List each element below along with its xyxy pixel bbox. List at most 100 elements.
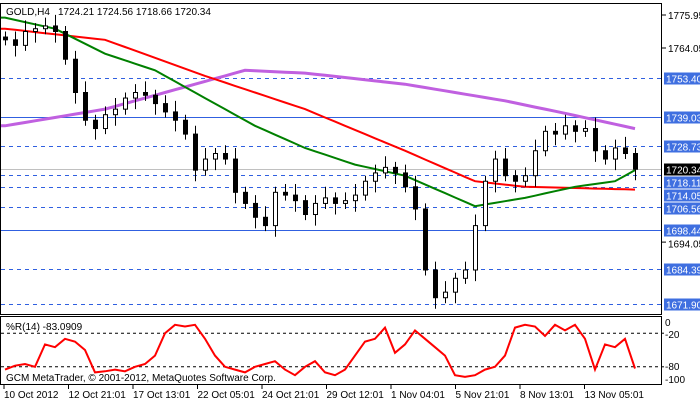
bear-candle bbox=[503, 158, 508, 177]
level-label: 1753.40 bbox=[666, 75, 700, 86]
bear-candle bbox=[603, 150, 608, 160]
bull-candle bbox=[463, 269, 468, 279]
bull-candle bbox=[453, 277, 458, 293]
bear-candle bbox=[433, 269, 438, 299]
current-price-label: 1720.34 bbox=[666, 166, 700, 177]
time-label: 5 Nov 21:01 bbox=[456, 390, 510, 401]
current-price-label-bg bbox=[664, 163, 700, 176]
bear-candle bbox=[183, 119, 188, 135]
bull-candle bbox=[363, 180, 368, 196]
price-tick-label: 1764.05 bbox=[668, 44, 700, 55]
time-label: 24 Oct 21:01 bbox=[262, 390, 320, 401]
bear-candle bbox=[193, 133, 198, 171]
bull-candle bbox=[343, 200, 348, 204]
bear-candle bbox=[233, 158, 238, 193]
bear-candle bbox=[633, 153, 638, 170]
bear-candle bbox=[3, 36, 8, 41]
ma-mid-line bbox=[1, 27, 636, 191]
bull-candle bbox=[203, 158, 208, 171]
bull-candle bbox=[113, 108, 118, 116]
time-label: 29 Oct 12:01 bbox=[327, 390, 385, 401]
bull-candle bbox=[33, 28, 38, 32]
bull-candle bbox=[493, 158, 498, 182]
bear-candle bbox=[333, 197, 338, 204]
bull-candle bbox=[443, 291, 448, 299]
level-label-bg bbox=[664, 298, 700, 311]
bear-candle bbox=[53, 25, 58, 32]
bull-candle bbox=[23, 30, 28, 46]
level-label-bg bbox=[664, 140, 700, 153]
level-label-bg bbox=[664, 263, 700, 276]
main-chart-frame bbox=[0, 3, 662, 315]
bear-candle bbox=[293, 194, 298, 202]
time-label: 12 Oct 21:01 bbox=[69, 390, 127, 401]
bull-candle bbox=[613, 147, 618, 160]
bull-candle bbox=[483, 180, 488, 227]
bull-candle bbox=[543, 130, 548, 152]
bull-candle bbox=[583, 128, 588, 132]
price-tick-label: 1694.05 bbox=[668, 240, 700, 251]
bull-candle bbox=[123, 97, 128, 110]
price-tick-label: 1775.95 bbox=[668, 11, 700, 22]
wpr-level-20: -20 bbox=[665, 330, 680, 341]
bull-candle bbox=[563, 125, 568, 135]
bull-candle bbox=[353, 194, 358, 202]
bear-candle bbox=[423, 208, 428, 271]
level-label: 1728.73 bbox=[666, 143, 700, 154]
level-label: 1714.05 bbox=[666, 192, 700, 203]
bull-candle bbox=[103, 114, 108, 130]
bull-candle bbox=[473, 225, 478, 271]
bear-candle bbox=[13, 39, 18, 46]
indicator-frame bbox=[0, 316, 662, 385]
wpr-level-0: 0 bbox=[665, 318, 671, 329]
bear-candle bbox=[173, 111, 178, 121]
level-label: 1739.03 bbox=[666, 114, 700, 125]
bull-candle bbox=[373, 172, 378, 182]
bear-candle bbox=[283, 191, 288, 196]
bear-candle bbox=[573, 125, 578, 132]
bear-candle bbox=[303, 200, 308, 216]
bull-candle bbox=[133, 92, 138, 99]
level-label-bg bbox=[664, 189, 700, 202]
bear-candle bbox=[223, 153, 228, 160]
bear-candle bbox=[413, 186, 418, 210]
copyright-text: GCM MetaTrader, © 2001-2012, MetaQuotes … bbox=[6, 373, 276, 384]
level-label-bg bbox=[664, 111, 700, 124]
level-label: 1706.56 bbox=[666, 205, 700, 216]
bear-candle bbox=[593, 128, 598, 152]
time-label: 22 Oct 05:01 bbox=[198, 390, 256, 401]
indicator-label: %R(14) -83.0909 bbox=[6, 322, 83, 333]
wpr-level-100: -100 bbox=[665, 375, 685, 386]
level-label-bg bbox=[664, 72, 700, 85]
level-label: 1698.44 bbox=[666, 227, 700, 238]
level-label: 1684.39 bbox=[666, 266, 700, 277]
bear-candle bbox=[393, 166, 398, 174]
bull-candle bbox=[313, 202, 318, 216]
bear-candle bbox=[623, 147, 628, 155]
level-label-bg bbox=[664, 202, 700, 215]
bull-candle bbox=[383, 166, 388, 174]
level-label-bg bbox=[664, 224, 700, 237]
wpr-level-80: -80 bbox=[665, 362, 680, 373]
time-label: 8 Nov 13:01 bbox=[520, 390, 574, 401]
bear-candle bbox=[83, 92, 88, 121]
ma-slow-line bbox=[1, 68, 636, 131]
bear-candle bbox=[243, 191, 248, 204]
bear-candle bbox=[253, 202, 258, 218]
level-label: 1718.11 bbox=[666, 179, 700, 190]
time-label: 17 Oct 13:01 bbox=[133, 390, 191, 401]
bear-candle bbox=[73, 58, 78, 94]
bear-candle bbox=[263, 216, 268, 227]
bear-candle bbox=[93, 119, 98, 130]
ma-fast-line bbox=[1, 16, 636, 208]
bull-candle bbox=[273, 191, 278, 227]
level-label-bg bbox=[664, 176, 700, 189]
time-label: 13 Nov 05:01 bbox=[585, 390, 645, 401]
bear-candle bbox=[63, 30, 68, 60]
bull-candle bbox=[43, 25, 48, 30]
bear-candle bbox=[553, 130, 558, 135]
time-label: 1 Nov 04:01 bbox=[391, 390, 445, 401]
time-label: 10 Oct 2012 bbox=[4, 390, 59, 401]
